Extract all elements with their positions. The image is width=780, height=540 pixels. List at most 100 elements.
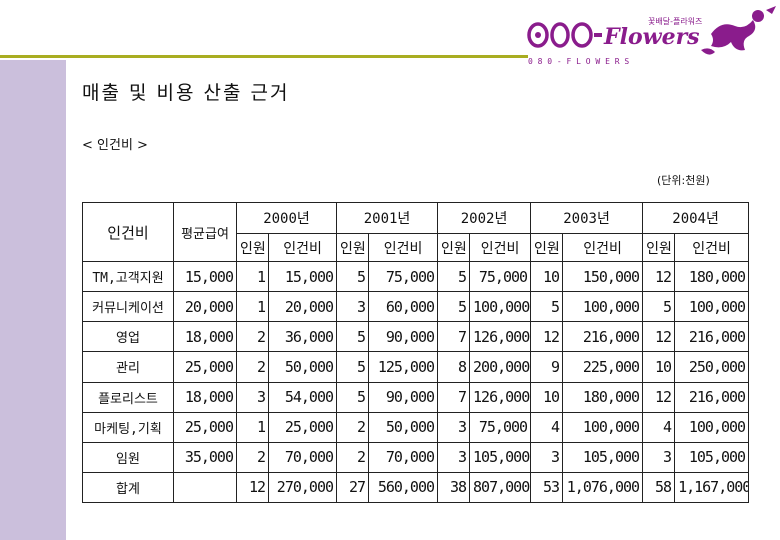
- headcount-cell: 3: [336, 291, 370, 323]
- cost-cell: 54,000: [267, 381, 338, 413]
- count-header: 인원: [236, 233, 269, 262]
- cost-header: 인건비: [562, 233, 644, 262]
- avg-salary-cell: 15,000: [173, 260, 237, 293]
- page-title: 매출 및 비용 산출 근거: [82, 82, 290, 104]
- headcount-cell: 2: [236, 321, 269, 353]
- headcount-cell: 3: [437, 441, 471, 473]
- cost-cell: 20,000: [267, 291, 338, 323]
- headcount-cell: 27: [336, 471, 370, 504]
- headcount-cell: 2: [336, 441, 370, 473]
- headcount-cell: 7: [437, 381, 471, 413]
- cost-cell: 125,000: [368, 351, 439, 383]
- cost-cell: 560,000: [368, 471, 439, 504]
- cost-cell: 36,000: [267, 321, 338, 353]
- headcount-cell: 10: [530, 381, 564, 413]
- headcount-cell: 10: [642, 351, 676, 383]
- year-header: 2004년: [642, 202, 750, 234]
- cost-cell: 90,000: [368, 381, 439, 413]
- headcount-cell: 12: [642, 381, 676, 413]
- total-row: 합계 12 270,000 27 560,000 38 807,000 53 1,076,000…: [82, 471, 750, 504]
- cost-cell: 100,000: [562, 291, 644, 323]
- headcount-cell: 38: [437, 471, 471, 504]
- category-cell: 합계: [82, 471, 174, 504]
- table-row: 플로리스트 18,000 3 54,000 5 90,000 7 126,000 10 180,0…: [82, 381, 750, 413]
- headcount-cell: 5: [437, 260, 471, 293]
- logo-subline: 0 8 0 - F L O W E R S: [528, 57, 629, 66]
- left-accent-bar: [0, 60, 66, 540]
- cost-header: 인건비: [368, 233, 439, 262]
- cost-cell: 105,000: [562, 441, 644, 473]
- table-row: 임원 35,000 2 70,000 2 70,000 3 105,000 3 105,000 3 1…: [82, 441, 750, 473]
- category-cell: TM,고객지원: [82, 260, 174, 293]
- cost-cell: 216,000: [674, 381, 750, 413]
- section-subtitle: < 인건비 >: [82, 138, 148, 153]
- count-header: 인원: [336, 233, 370, 262]
- cost-cell: 200,000: [469, 351, 532, 383]
- cost-cell: 100,000: [562, 411, 644, 443]
- avg-salary-cell: 20,000: [173, 291, 237, 323]
- logo-tagline: 꽃배달-플라워즈: [648, 17, 702, 26]
- cost-cell: 270,000: [267, 471, 338, 504]
- cost-cell: 216,000: [674, 321, 750, 353]
- headcount-cell: 5: [642, 291, 676, 323]
- headcount-cell: 2: [336, 411, 370, 443]
- year-header: 2000년: [235, 202, 338, 234]
- cost-cell: 15,000: [267, 260, 338, 293]
- headcount-cell: 3: [236, 381, 269, 413]
- table-row: 영업 18,000 2 36,000 5 90,000 7 126,000 12 216,000 1…: [82, 321, 750, 353]
- cost-cell: 225,000: [562, 351, 644, 383]
- count-header: 인원: [530, 233, 564, 262]
- corner-header: 인건비: [82, 202, 174, 262]
- count-header: 인원: [437, 233, 471, 262]
- table-row: 관리 25,000 2 50,000 5 125,000 8 200,000 9 225,000 1…: [82, 351, 750, 383]
- avg-salary-cell: [173, 471, 237, 504]
- headcount-cell: 5: [336, 381, 370, 413]
- headcount-cell: 12: [236, 471, 269, 504]
- headcount-cell: 7: [437, 321, 471, 353]
- cost-cell: 75,000: [469, 411, 532, 443]
- cost-cell: 250,000: [674, 351, 750, 383]
- count-header: 인원: [642, 233, 676, 262]
- cost-cell: 90,000: [368, 321, 439, 353]
- avg-salary-cell: 35,000: [173, 441, 237, 473]
- cost-cell: 180,000: [674, 260, 750, 293]
- headcount-cell: 1: [236, 291, 269, 323]
- cost-cell: 75,000: [368, 260, 439, 293]
- cost-cell: 70,000: [267, 441, 338, 473]
- headcount-cell: 5: [336, 260, 370, 293]
- headcount-cell: 5: [336, 351, 370, 383]
- cost-cell: 180,000: [562, 381, 644, 413]
- headcount-cell: 2: [236, 441, 269, 473]
- table-row: 마케팅,기획 25,000 1 25,000 2 50,000 3 75,000 4 100,00…: [82, 411, 750, 443]
- year-header: 2003년: [530, 202, 644, 234]
- headcount-cell: 2: [236, 351, 269, 383]
- avg-salary-cell: 18,000: [173, 321, 237, 353]
- cost-header: 인건비: [267, 233, 338, 262]
- headcount-cell: 58: [642, 471, 676, 504]
- cost-cell: 50,000: [267, 351, 338, 383]
- headcount-cell: 9: [530, 351, 564, 383]
- cost-cell: 50,000: [368, 411, 439, 443]
- year-header: 2001년: [336, 202, 439, 234]
- headcount-cell: 12: [642, 321, 676, 353]
- cost-cell: 100,000: [674, 291, 750, 323]
- header-row-sub: 인원 인건비 인원 인건비 인원 인건비 인원 인건비 인원 인건비: [83, 233, 750, 262]
- headcount-cell: 3: [642, 441, 676, 473]
- cost-cell: 126,000: [469, 321, 532, 353]
- cost-cell: 25,000: [267, 411, 338, 443]
- avg-salary-cell: 25,000: [173, 411, 237, 443]
- headcount-cell: 4: [642, 411, 676, 443]
- headcount-cell: 12: [530, 321, 564, 353]
- cost-cell: 100,000: [674, 411, 750, 443]
- table-body: TM,고객지원 15,000 1 15,000 5 75,000 5 75,000 10 150,…: [82, 260, 750, 504]
- headcount-cell: 12: [642, 260, 676, 293]
- headcount-cell: 8: [437, 351, 471, 383]
- headcount-cell: 1: [236, 411, 269, 443]
- avg-salary-header: 평균급여: [173, 202, 237, 262]
- category-cell: 플로리스트: [82, 381, 174, 413]
- headcount-cell: 5: [530, 291, 564, 323]
- headcount-cell: 3: [437, 411, 471, 443]
- brand-logo: Flowers 꽃배달-플라워즈 0 8 0 - F L O W E R S: [527, 6, 776, 66]
- year-header: 2002년: [437, 202, 532, 234]
- category-cell: 관리: [82, 351, 174, 383]
